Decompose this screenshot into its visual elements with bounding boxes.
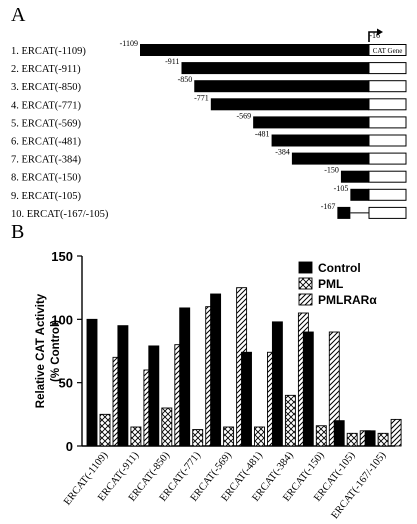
construct-start-label: -167	[321, 202, 336, 211]
y-axis-label: Relative CAT Activity	[35, 293, 47, 408]
bar-solid	[364, 430, 376, 447]
legend-swatch	[298, 277, 313, 290]
legend-label: PMLRARα	[318, 293, 377, 307]
construct-start-label: -150	[324, 166, 339, 175]
construct-start-label: -771	[194, 93, 209, 102]
bar-solid	[179, 307, 191, 447]
y-axis-label: (% Control)	[50, 320, 62, 382]
bar-solid	[210, 293, 222, 447]
promoter-bar	[181, 62, 369, 75]
cat-gene-box	[368, 62, 407, 75]
construct-label: 7. ERCAT(-384)	[11, 155, 81, 166]
construct-label: 4. ERCAT(-771)	[11, 100, 81, 111]
legend-label: PML	[318, 277, 343, 291]
promoter-bar	[253, 116, 369, 129]
panel-a-diagram: A -16 1. ERCAT(-1109) -1109 2. ERCAT(-911)…	[11, 4, 407, 220]
bar-solid	[302, 331, 314, 447]
cat-gene-box	[368, 206, 407, 219]
construct-start-label: -105	[334, 184, 349, 193]
construct-start-label: -481	[255, 130, 270, 139]
legend-swatch	[298, 261, 313, 274]
bar-checker	[192, 429, 204, 447]
construct-start-label: -911	[165, 57, 179, 66]
legend-label: Control	[318, 261, 361, 275]
x-tick-label: ERCAT(-167/-105)	[330, 450, 389, 522]
y-tick-label: 150	[51, 249, 73, 264]
cat-gene-box	[368, 152, 407, 165]
cat-gene-box	[368, 44, 407, 56]
bar-checker	[223, 426, 235, 447]
construct-label: 2. ERCAT(-911)	[11, 64, 81, 75]
promoter-segment	[337, 206, 351, 219]
construct-label: 8. ERCAT(-150)	[11, 173, 81, 184]
bar-checker	[99, 413, 111, 447]
bar-checker	[284, 394, 296, 447]
bar-checker	[254, 426, 265, 447]
bar-checker	[161, 407, 173, 447]
promoter-bar	[340, 170, 369, 183]
bar-hatch	[390, 418, 402, 447]
construct-label: 1. ERCAT(-1109)	[11, 46, 86, 57]
cat-gene-box	[368, 188, 407, 201]
bar-solid	[148, 345, 160, 447]
construct-label: 3. ERCAT(-850)	[11, 82, 81, 93]
y-tick-label: 50	[59, 376, 73, 391]
promoter-bar	[210, 98, 369, 111]
construct-start-label: -569	[236, 111, 251, 120]
construct-label: 10. ERCAT(-167/-105)	[11, 209, 109, 220]
cat-gene-box	[368, 80, 407, 93]
bar-solid	[117, 325, 129, 447]
promoter-bar	[291, 152, 369, 165]
construct-start-label: -384	[275, 148, 290, 157]
y-tick-label: 0	[66, 439, 73, 454]
cat-gene-box	[368, 134, 407, 147]
bar-checker	[130, 426, 142, 447]
cat-gene-box	[368, 116, 407, 129]
construct-label: 6. ERCAT(-481)	[11, 137, 81, 148]
bar-solid	[241, 351, 252, 447]
tss-label: -16	[369, 31, 380, 40]
panel-b-label: B	[11, 221, 24, 243]
construct-label: 5. ERCAT(-569)	[11, 118, 81, 129]
legend-swatch	[298, 293, 313, 306]
promoter-bar	[140, 44, 369, 56]
construct-start-label: -850	[178, 75, 193, 84]
cat-gene-box	[368, 98, 407, 111]
promoter-bar	[271, 134, 369, 147]
promoter-bar	[194, 80, 369, 93]
bar-checker	[377, 432, 389, 447]
bar-checker	[315, 425, 327, 447]
promoter-bar	[350, 188, 369, 201]
tss-arrowhead-icon	[377, 28, 383, 36]
bar-checker	[346, 432, 358, 447]
cat-gene-box	[368, 170, 407, 183]
bar-solid	[333, 420, 345, 447]
tss-arrow-icon	[368, 31, 379, 42]
bar-solid	[271, 321, 283, 447]
construct-start-label: -1109	[120, 39, 138, 48]
construct-label: 9. ERCAT(-105)	[11, 191, 81, 202]
panel-b-chart: B 0 50 100 150 Relative CAT Activity (% Contr…	[11, 221, 402, 522]
panel-a-label: A	[11, 4, 26, 26]
bar-solid	[86, 318, 98, 447]
cat-gene-label: CAT Gene	[373, 47, 403, 55]
y-tick-label: 100	[51, 312, 73, 327]
